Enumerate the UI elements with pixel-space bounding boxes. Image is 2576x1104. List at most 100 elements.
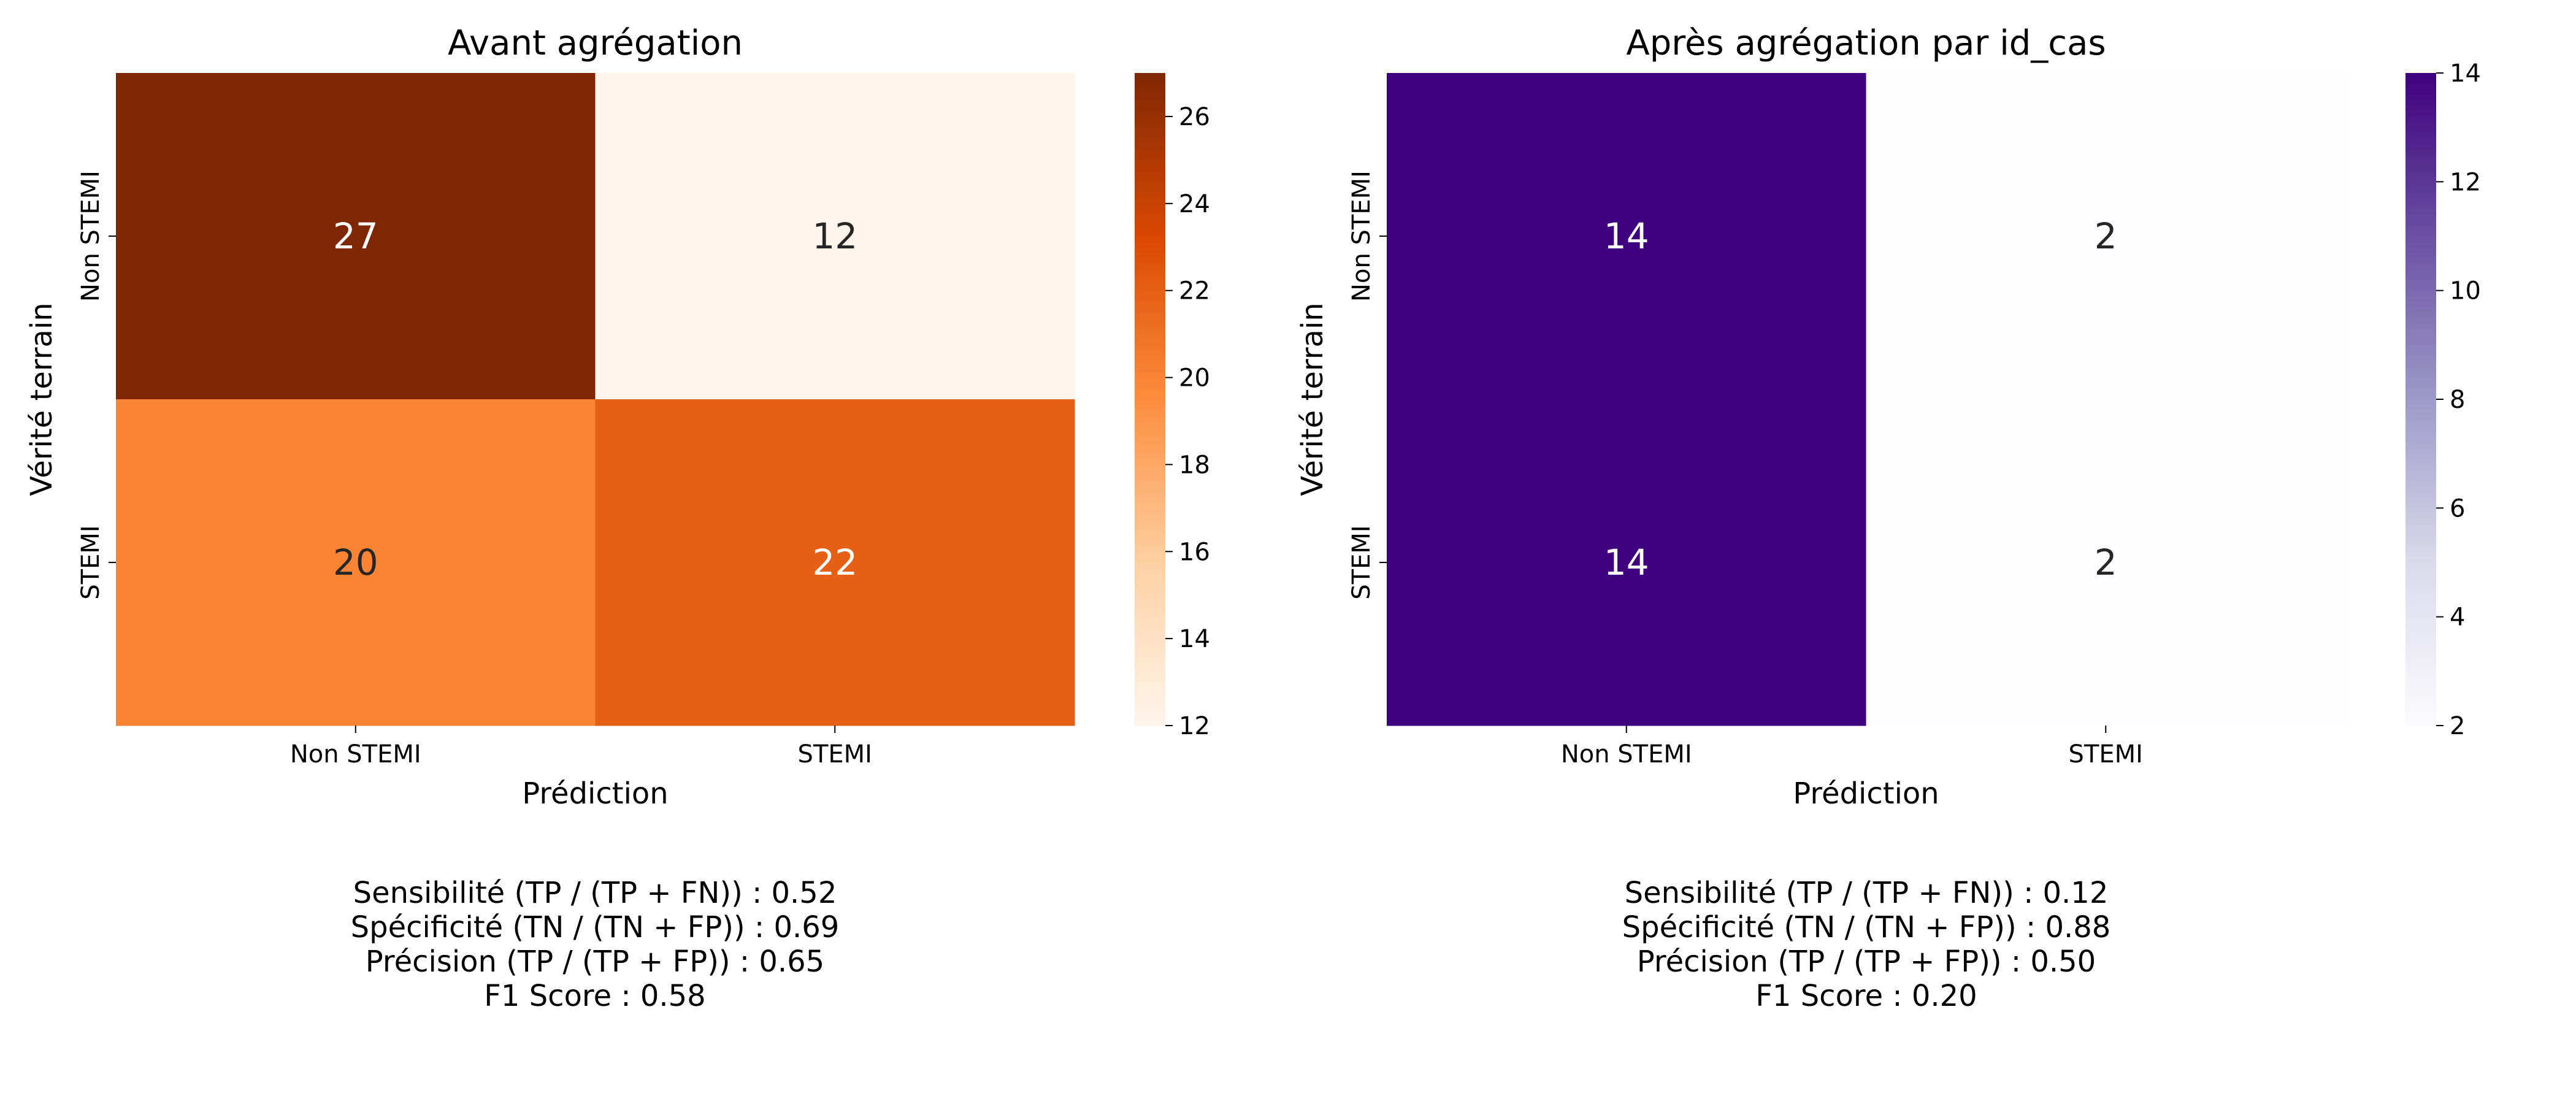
colorbar-segment (2405, 573, 2436, 580)
cell-value-label: 14 (1604, 215, 1649, 257)
colorbar-segment (1135, 519, 1165, 525)
colorbar-segment (1135, 448, 1165, 454)
colorbar-segment (2405, 318, 2436, 324)
heatmap-cell (116, 73, 596, 400)
colorbar-segment (2405, 203, 2436, 210)
colorbar-segment (2405, 622, 2436, 628)
colorbar-segment (2405, 654, 2436, 661)
colorbar-segment (2405, 682, 2436, 688)
colorbar-segment (1135, 263, 1165, 269)
y-tick-label: Non STEMI (1347, 171, 1376, 302)
colorbar-segment (1135, 78, 1165, 85)
colorbar-segment (1135, 187, 1165, 193)
colorbar-segment (1135, 334, 1165, 340)
colorbar-segment (1135, 269, 1165, 275)
colorbar-segment (2405, 78, 2436, 85)
colorbar-segment (2405, 132, 2436, 139)
colorbar-segment (2405, 366, 2436, 373)
colorbar-segment (1135, 665, 1165, 672)
colorbar-segment (1135, 437, 1165, 443)
colorbar-segment (1135, 138, 1165, 144)
colorbar-segment (2405, 187, 2436, 193)
colorbar-segment (1135, 486, 1165, 493)
metric-specificity: Spécificité (TN / (TN + FP)) : 0.69 (350, 910, 840, 945)
colorbar-tick-label: 12 (2450, 168, 2481, 196)
colorbar-segment (1135, 633, 1165, 639)
colorbar-segment (1135, 584, 1165, 590)
colorbar-segment (1135, 388, 1165, 394)
colorbar-segment (2405, 394, 2436, 400)
colorbar-segment (1135, 600, 1165, 607)
colorbar-segment (1135, 296, 1165, 302)
metrics-panel-right: Sensibilité (TP / (TP + FN)) : 0.12 Spéc… (1560, 876, 2173, 1013)
colorbar-segment (2405, 312, 2436, 318)
colorbar-segment (2405, 323, 2436, 329)
colorbar-segment (2405, 182, 2436, 188)
colorbar-segment (1135, 165, 1165, 172)
colorbar-segment (2405, 241, 2436, 248)
x-tick-label: Non STEMI (290, 740, 421, 769)
colorbar-segment (2405, 535, 2436, 542)
colorbar-segment (1135, 350, 1165, 356)
colorbar-segment (1135, 312, 1165, 318)
colorbar-segment (2405, 225, 2436, 231)
colorbar-tick-label: 10 (2450, 277, 2481, 305)
colorbar-segment (1135, 307, 1165, 313)
colorbar-segment (1135, 203, 1165, 210)
colorbar-segment (1135, 573, 1165, 580)
colorbar-segment (2405, 665, 2436, 672)
colorbar-segment (1135, 220, 1165, 226)
colorbar-segment (2405, 687, 2436, 694)
colorbar-segment (1135, 464, 1165, 470)
colorbar-segment (1135, 703, 1165, 710)
colorbar-segment (1135, 421, 1165, 427)
colorbar-segment (1135, 193, 1165, 199)
colorbar-segment (2405, 258, 2436, 264)
colorbar-segment (1135, 197, 1165, 204)
colorbar-segment (2405, 100, 2436, 106)
colorbar-segment (2405, 383, 2436, 389)
colorbar-segment (2405, 296, 2436, 302)
cell-value-label: 2 (2095, 542, 2117, 583)
colorbar-segment (2405, 285, 2436, 291)
colorbar-segment (2405, 307, 2436, 313)
colorbar-segment (1135, 274, 1165, 280)
colorbar-segment (1135, 339, 1165, 345)
colorbar-segment (1135, 622, 1165, 628)
colorbar-segment (2405, 715, 2436, 721)
x-axis-label: Prédiction (1793, 776, 1939, 811)
colorbar-segment (1135, 557, 1165, 563)
colorbar-segment (1135, 290, 1165, 297)
colorbar-segment (2405, 432, 2436, 438)
colorbar-segment (2405, 502, 2436, 508)
colorbar-segment (2405, 584, 2436, 590)
colorbar-segment (1135, 546, 1165, 552)
colorbar-tick-label: 12 (1179, 712, 1210, 740)
colorbar-segment (1135, 562, 1165, 569)
colorbar-segment (1135, 497, 1165, 504)
colorbar-segment (1135, 377, 1165, 383)
colorbar-segment (2405, 605, 2436, 612)
colorbar-segment (2405, 524, 2436, 531)
colorbar-segment (1135, 159, 1165, 166)
x-tick-label: STEMI (798, 740, 872, 769)
colorbar-segment (1135, 567, 1165, 574)
chart-title: Avant agrégation (448, 23, 743, 63)
colorbar-segment (2405, 649, 2436, 656)
colorbar-segment (1135, 513, 1165, 519)
colorbar-segment (1135, 155, 1165, 161)
colorbar-segment (1135, 432, 1165, 438)
colorbar-segment (1135, 100, 1165, 106)
colorbar-segment (1135, 475, 1165, 481)
colorbar-segment (1135, 111, 1165, 117)
colorbar-segment (1135, 410, 1165, 416)
colorbar-segment (1135, 132, 1165, 139)
colorbar-segment (2405, 290, 2436, 297)
colorbar-segment (2405, 562, 2436, 569)
colorbar-segment (2405, 159, 2436, 166)
colorbar-segment (1135, 279, 1165, 286)
colorbar-segment (2405, 404, 2436, 411)
colorbar-segment (2405, 345, 2436, 351)
colorbar-segment (1135, 258, 1165, 264)
